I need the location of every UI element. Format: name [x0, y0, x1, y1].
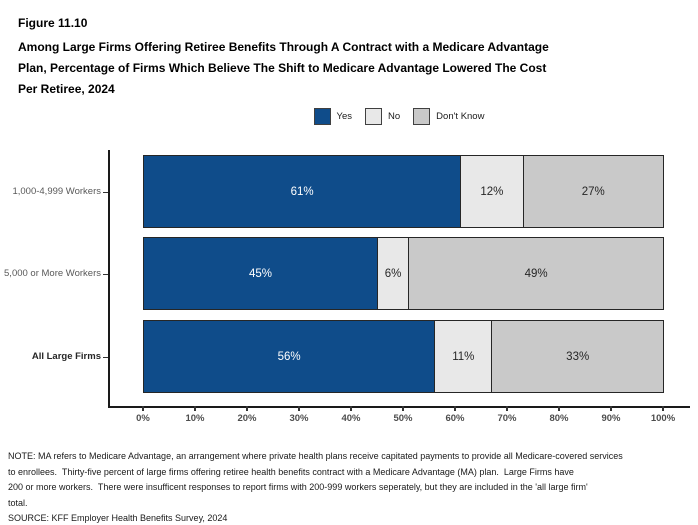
x-axis-tick-label: 50% [393, 413, 413, 424]
x-axis-tick [610, 406, 612, 411]
note-line-4: total. [8, 497, 28, 508]
x-axis-line [108, 406, 690, 408]
plot-area: 1,000-4,999 Workers 61% 12% 27% 5,000 or Mor… [0, 150, 698, 430]
legend-item-no: No [365, 108, 400, 125]
bar-value-label: 45% [248, 267, 273, 280]
category-label-all-large-firms: All Large Firms [31, 351, 101, 362]
x-axis-tick [246, 406, 248, 411]
y-axis-tick [103, 273, 108, 275]
legend-swatch-don-t-know [413, 108, 431, 125]
bar-segment-don-t-know: 33% [492, 321, 663, 392]
x-axis-tick [298, 406, 300, 411]
bar-value-label: 12% [480, 185, 504, 198]
y-axis-line [108, 150, 110, 407]
bar-value-label: 11% [452, 350, 475, 363]
x-axis-tick [454, 406, 456, 411]
title-line-2: Plan, Percentage of Firms Which Believe … [18, 61, 547, 75]
bar-value-label: 56% [277, 350, 301, 363]
bar-row-all-large-firms: 56% 11% 33% [143, 320, 664, 393]
x-axis-tick-label: 60% [445, 413, 465, 424]
legend-swatch-yes [313, 108, 331, 125]
bar-segment-yes: 45% [144, 238, 378, 309]
x-axis-tick [142, 406, 144, 411]
x-axis-tick-label: 100% [650, 413, 676, 424]
bar-value-label: 6% [384, 267, 402, 280]
bar-segment-yes: 61% [144, 156, 462, 227]
x-axis-tick-label: 40% [341, 413, 361, 424]
category-label-1-000-4-999-workers: 1,000-4,999 Workers [12, 186, 101, 197]
bar-row-5-000-or-more-workers: 45% 6% 49% [143, 237, 664, 310]
legend-swatch-no [365, 108, 383, 125]
title-line-3: Per Retiree, 2024 [18, 82, 115, 96]
x-axis-tick [558, 406, 560, 411]
legend-label-no: No [388, 111, 401, 122]
x-axis-tick-label: 80% [549, 413, 569, 424]
footnotes: NOTE: MA refers to Medicare Advantage, a… [8, 449, 623, 525]
note-line-2: to enrollees. Thirty-five percent of lar… [8, 466, 574, 477]
source-line: SOURCE: KFF Employer Health Benefits Sur… [8, 513, 228, 524]
bar-value-label: 61% [290, 185, 314, 198]
note-line-1: NOTE: MA refers to Medicare Advantage, a… [8, 451, 623, 461]
x-axis-tick-label: 0% [136, 413, 150, 424]
x-axis-tick-label: 30% [289, 413, 309, 424]
bar-segment-no: 11% [435, 321, 493, 392]
category-label-5-000-or-more-workers: 5,000 or More Workers [4, 268, 101, 279]
figure-number: Figure 11.10 [18, 16, 88, 30]
x-axis-tick-label: 70% [497, 413, 517, 424]
figure-title: Among Large Firms Offering Retiree Benef… [18, 37, 549, 100]
bar-value-label: 27% [581, 185, 605, 198]
legend-label-yes: Yes [336, 111, 353, 122]
bar-segment-no: 12% [461, 156, 524, 227]
x-axis-tick-label: 10% [185, 413, 205, 424]
bar-row-1-000-4-999-workers: 61% 12% 27% [143, 155, 664, 228]
bar-segment-yes: 56% [144, 321, 436, 392]
note-line-3: 200 or more workers. There were insuffic… [8, 482, 588, 493]
legend-item-don-t-know: Don't Know [413, 108, 484, 125]
bar-value-label: 33% [566, 350, 590, 363]
legend-label-don-t-know: Don't Know [436, 111, 485, 122]
x-axis-tick [402, 406, 404, 411]
bar-segment-no: 6% [378, 238, 410, 309]
title-line-1: Among Large Firms Offering Retiree Benef… [18, 40, 549, 54]
x-axis-tick [662, 406, 664, 411]
legend-item-yes: Yes [313, 108, 353, 125]
x-axis-tick [194, 406, 196, 411]
x-axis-tick-label: 90% [601, 413, 621, 424]
bar-segment-don-t-know: 27% [523, 156, 663, 227]
y-axis-tick [103, 191, 108, 193]
bar-value-label: 49% [524, 267, 548, 280]
chart-legend: Yes No Don't Know [108, 107, 690, 126]
x-axis-tick-label: 20% [237, 413, 257, 424]
bar-segment-don-t-know: 49% [409, 238, 663, 309]
x-axis-tick [350, 406, 352, 411]
y-axis-tick [103, 356, 108, 358]
x-axis-tick [506, 406, 508, 411]
